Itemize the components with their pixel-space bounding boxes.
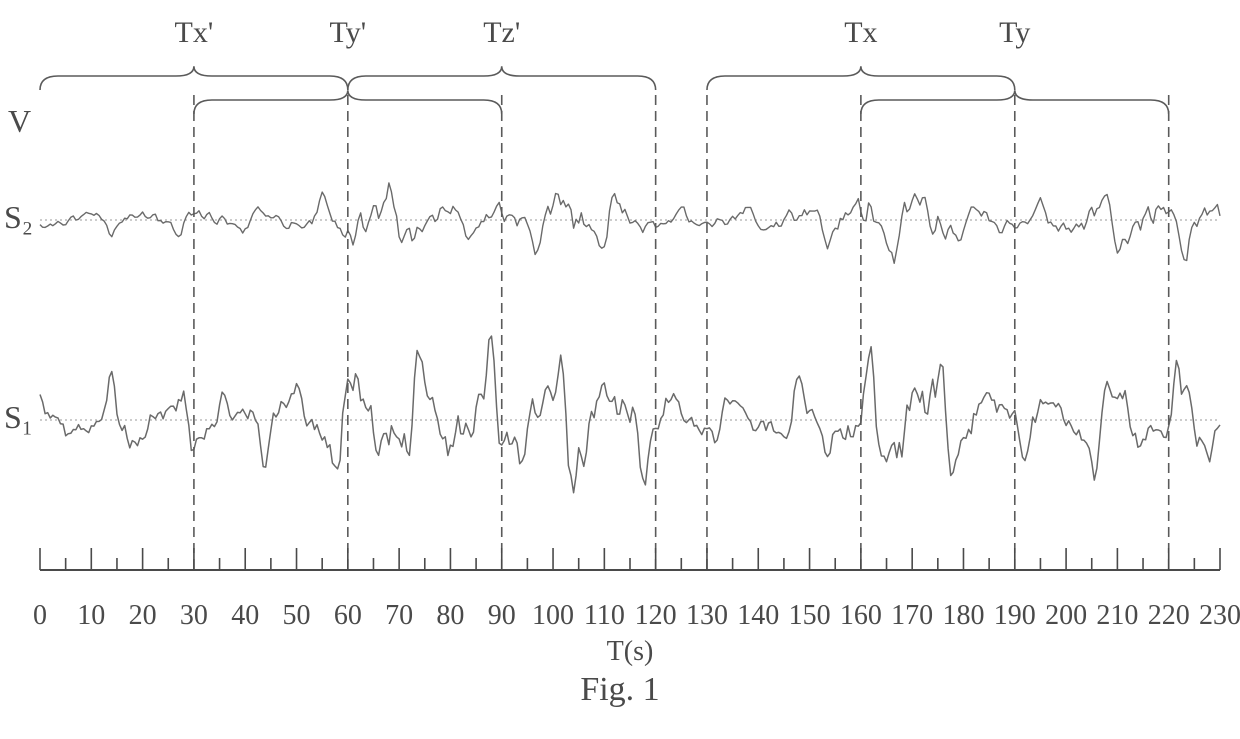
signal-figure: V S₂ S₁ Tx' Tz' Tx Ty' Ty 0 10 20 30 40 50 60 70 80 90 100… xyxy=(0,0,1240,739)
x-tick-label: 30 xyxy=(180,600,208,631)
x-tick-label: 170 xyxy=(891,600,933,631)
brace xyxy=(707,66,1015,90)
brace-label: Tz' xyxy=(483,16,520,49)
brace xyxy=(348,66,656,90)
x-tick-label: 40 xyxy=(231,600,259,631)
figure-caption: Fig. 1 xyxy=(580,671,659,708)
x-tick-label: 20 xyxy=(129,600,157,631)
x-tick-label: 190 xyxy=(994,600,1036,631)
axis-label-v: V xyxy=(8,103,31,139)
brace-label: Tx' xyxy=(175,16,214,49)
brace-label: Ty' xyxy=(330,16,367,49)
waveform-s1 xyxy=(40,336,1220,493)
brace-label: Ty xyxy=(999,16,1030,49)
x-tick-label: 90 xyxy=(488,600,516,631)
x-tick-label: 50 xyxy=(283,600,311,631)
x-tick-label: 210 xyxy=(1096,600,1138,631)
x-tick-label: 130 xyxy=(686,600,728,631)
x-tick-label: 70 xyxy=(385,600,413,631)
brace xyxy=(40,66,348,90)
x-tick-label: 120 xyxy=(635,600,677,631)
x-tick-label: 180 xyxy=(942,600,984,631)
x-tick-label: 10 xyxy=(77,600,105,631)
x-tick-label: 60 xyxy=(334,600,362,631)
x-tick-label: 140 xyxy=(737,600,779,631)
waveform-s2 xyxy=(40,183,1220,263)
x-tick-label: 160 xyxy=(840,600,882,631)
x-tick-label: 100 xyxy=(532,600,574,631)
series-label: S₂ xyxy=(4,199,33,235)
x-tick-label: 220 xyxy=(1148,600,1190,631)
x-tick-label: 150 xyxy=(789,600,831,631)
x-tick-label: 200 xyxy=(1045,600,1087,631)
x-tick-label: 230 xyxy=(1199,600,1240,631)
x-tick-label: 110 xyxy=(584,600,625,631)
brace-label: Tx xyxy=(844,16,877,49)
x-tick-label: 0 xyxy=(33,600,47,631)
x-axis-label: T(s) xyxy=(607,636,654,667)
series-label: S₁ xyxy=(4,399,33,435)
x-tick-label: 80 xyxy=(436,600,464,631)
